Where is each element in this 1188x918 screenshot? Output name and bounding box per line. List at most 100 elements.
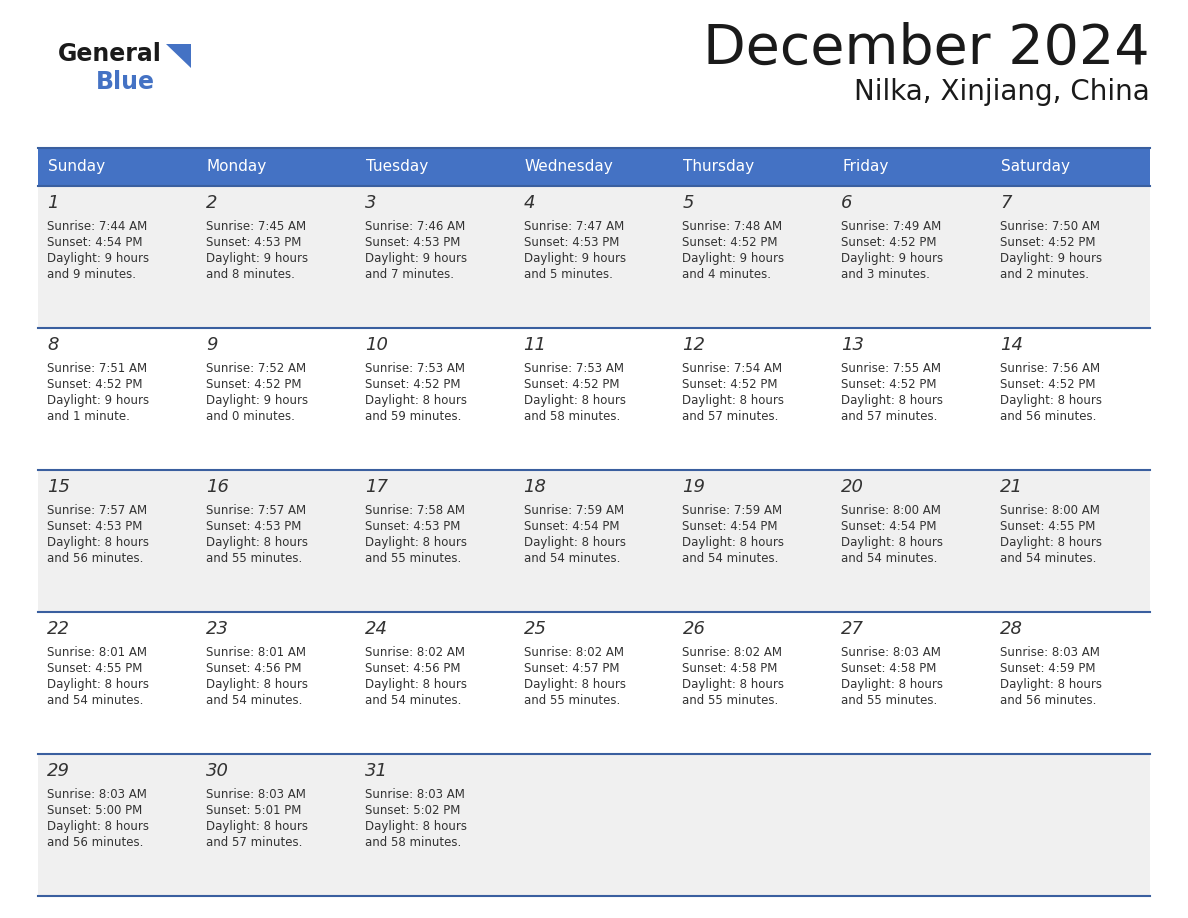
Text: Sunrise: 8:01 AM: Sunrise: 8:01 AM [206,646,305,659]
Text: Sunset: 4:52 PM: Sunset: 4:52 PM [841,378,937,391]
Text: Daylight: 8 hours: Daylight: 8 hours [524,536,626,549]
Text: 15: 15 [48,478,70,496]
Text: 30: 30 [206,762,229,780]
Text: Sunset: 4:52 PM: Sunset: 4:52 PM [524,378,619,391]
Text: 14: 14 [1000,336,1023,354]
Text: Sunrise: 7:53 AM: Sunrise: 7:53 AM [524,362,624,375]
Text: Sunset: 4:58 PM: Sunset: 4:58 PM [682,662,778,675]
Text: Sunrise: 8:00 AM: Sunrise: 8:00 AM [1000,504,1100,517]
Text: Sunrise: 8:03 AM: Sunrise: 8:03 AM [1000,646,1100,659]
Text: 2: 2 [206,194,217,212]
Text: Daylight: 8 hours: Daylight: 8 hours [524,394,626,407]
Text: and 57 minutes.: and 57 minutes. [682,410,779,423]
Text: Sunset: 4:52 PM: Sunset: 4:52 PM [48,378,143,391]
Text: Sunset: 4:53 PM: Sunset: 4:53 PM [524,236,619,249]
Text: Daylight: 9 hours: Daylight: 9 hours [524,252,626,265]
Text: Sunrise: 7:49 AM: Sunrise: 7:49 AM [841,220,942,233]
Text: 5: 5 [682,194,694,212]
Text: Sunrise: 7:51 AM: Sunrise: 7:51 AM [48,362,147,375]
Text: Sunrise: 7:44 AM: Sunrise: 7:44 AM [48,220,147,233]
Text: Daylight: 8 hours: Daylight: 8 hours [841,678,943,691]
FancyBboxPatch shape [38,470,1150,612]
Text: and 5 minutes.: and 5 minutes. [524,268,613,281]
Text: and 54 minutes.: and 54 minutes. [206,694,302,707]
Text: Sunrise: 7:52 AM: Sunrise: 7:52 AM [206,362,307,375]
Text: Daylight: 8 hours: Daylight: 8 hours [48,678,148,691]
Text: and 7 minutes.: and 7 minutes. [365,268,454,281]
Text: Daylight: 8 hours: Daylight: 8 hours [365,678,467,691]
Text: Daylight: 9 hours: Daylight: 9 hours [682,252,784,265]
Text: Sunrise: 8:03 AM: Sunrise: 8:03 AM [841,646,941,659]
Text: Sunset: 4:52 PM: Sunset: 4:52 PM [365,378,460,391]
FancyBboxPatch shape [38,148,1150,186]
Text: December 2024: December 2024 [703,22,1150,76]
Text: Sunrise: 8:03 AM: Sunrise: 8:03 AM [365,788,465,801]
Text: Sunset: 4:53 PM: Sunset: 4:53 PM [365,236,460,249]
Text: 12: 12 [682,336,706,354]
Text: 16: 16 [206,478,229,496]
Text: Sunrise: 8:00 AM: Sunrise: 8:00 AM [841,504,941,517]
Text: Sunset: 4:52 PM: Sunset: 4:52 PM [1000,378,1095,391]
Text: 7: 7 [1000,194,1012,212]
Text: 24: 24 [365,620,387,638]
Text: 8: 8 [48,336,58,354]
Text: Daylight: 9 hours: Daylight: 9 hours [1000,252,1102,265]
FancyBboxPatch shape [38,612,1150,754]
Text: and 58 minutes.: and 58 minutes. [365,836,461,849]
Text: 29: 29 [48,762,70,780]
Text: Thursday: Thursday [683,160,754,174]
Text: Sunrise: 7:48 AM: Sunrise: 7:48 AM [682,220,783,233]
Text: Sunrise: 7:59 AM: Sunrise: 7:59 AM [682,504,783,517]
Text: Sunset: 4:58 PM: Sunset: 4:58 PM [841,662,936,675]
Text: and 55 minutes.: and 55 minutes. [524,694,620,707]
Text: Daylight: 8 hours: Daylight: 8 hours [682,536,784,549]
Text: Daylight: 8 hours: Daylight: 8 hours [48,536,148,549]
Text: Daylight: 8 hours: Daylight: 8 hours [682,394,784,407]
Text: and 55 minutes.: and 55 minutes. [206,552,302,565]
Text: Sunset: 4:52 PM: Sunset: 4:52 PM [682,378,778,391]
Text: and 2 minutes.: and 2 minutes. [1000,268,1089,281]
Text: General: General [58,42,162,66]
Text: and 58 minutes.: and 58 minutes. [524,410,620,423]
Text: Daylight: 8 hours: Daylight: 8 hours [206,820,308,833]
Text: 28: 28 [1000,620,1023,638]
Text: Sunrise: 7:50 AM: Sunrise: 7:50 AM [1000,220,1100,233]
Text: Sunrise: 8:03 AM: Sunrise: 8:03 AM [48,788,147,801]
Text: 9: 9 [206,336,217,354]
Text: Daylight: 8 hours: Daylight: 8 hours [1000,536,1102,549]
Text: Sunrise: 7:58 AM: Sunrise: 7:58 AM [365,504,465,517]
Text: and 55 minutes.: and 55 minutes. [365,552,461,565]
Text: and 4 minutes.: and 4 minutes. [682,268,771,281]
Text: Daylight: 8 hours: Daylight: 8 hours [682,678,784,691]
Text: Daylight: 9 hours: Daylight: 9 hours [48,394,150,407]
Text: Sunrise: 8:01 AM: Sunrise: 8:01 AM [48,646,147,659]
Text: Sunset: 5:01 PM: Sunset: 5:01 PM [206,804,302,817]
Text: Sunset: 4:54 PM: Sunset: 4:54 PM [841,520,937,533]
Text: Sunset: 4:54 PM: Sunset: 4:54 PM [48,236,143,249]
Text: Sunrise: 7:47 AM: Sunrise: 7:47 AM [524,220,624,233]
Text: and 55 minutes.: and 55 minutes. [682,694,778,707]
Text: and 55 minutes.: and 55 minutes. [841,694,937,707]
Text: Sunrise: 8:02 AM: Sunrise: 8:02 AM [365,646,465,659]
Text: Sunset: 4:59 PM: Sunset: 4:59 PM [1000,662,1095,675]
Text: Sunset: 4:54 PM: Sunset: 4:54 PM [524,520,619,533]
Text: Sunset: 4:56 PM: Sunset: 4:56 PM [206,662,302,675]
FancyBboxPatch shape [38,186,1150,328]
Text: Sunset: 4:52 PM: Sunset: 4:52 PM [682,236,778,249]
Text: 25: 25 [524,620,546,638]
Text: Sunrise: 7:46 AM: Sunrise: 7:46 AM [365,220,465,233]
Text: Daylight: 8 hours: Daylight: 8 hours [1000,394,1102,407]
Text: Daylight: 8 hours: Daylight: 8 hours [206,678,308,691]
Text: Nilka, Xinjiang, China: Nilka, Xinjiang, China [854,78,1150,106]
Text: Sunset: 4:52 PM: Sunset: 4:52 PM [841,236,937,249]
Text: and 56 minutes.: and 56 minutes. [1000,694,1097,707]
Text: Daylight: 8 hours: Daylight: 8 hours [365,820,467,833]
Text: Daylight: 8 hours: Daylight: 8 hours [206,536,308,549]
Text: 17: 17 [365,478,387,496]
Text: Monday: Monday [207,160,267,174]
Text: Blue: Blue [96,70,154,94]
Text: Sunset: 4:57 PM: Sunset: 4:57 PM [524,662,619,675]
Text: and 1 minute.: and 1 minute. [48,410,129,423]
Text: Sunrise: 7:57 AM: Sunrise: 7:57 AM [48,504,147,517]
Text: 13: 13 [841,336,865,354]
